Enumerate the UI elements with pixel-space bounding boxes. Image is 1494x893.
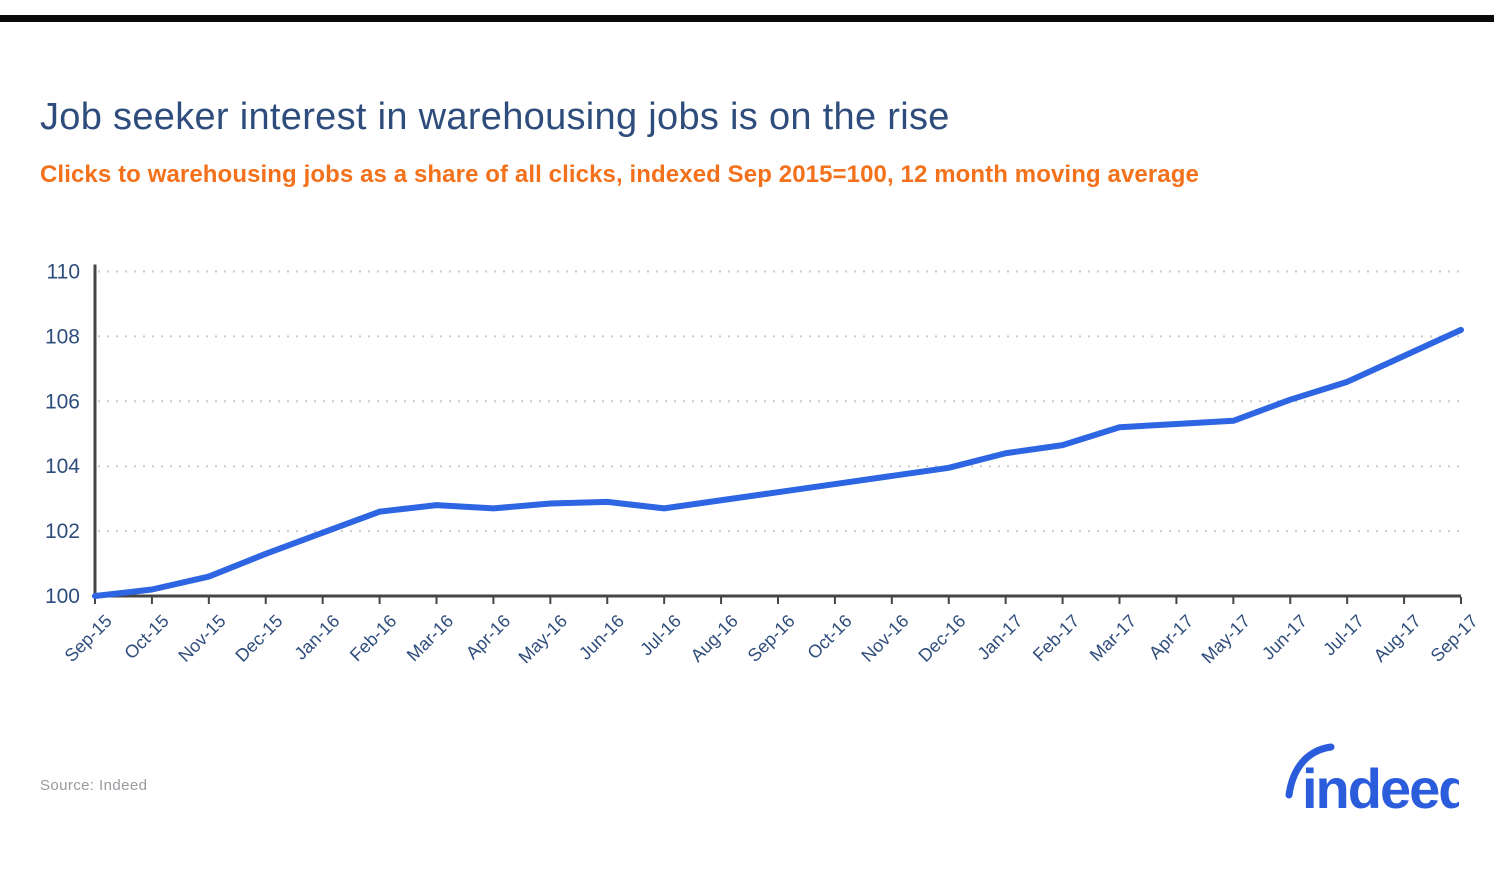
- series-line: [92, 326, 1464, 599]
- x-tick-label: Jun-16: [575, 611, 628, 664]
- y-tick-label: 108: [45, 325, 80, 348]
- y-axis-labels: 100 102 104 106 108 110: [45, 261, 80, 609]
- x-tick-label: Aug-16: [687, 611, 742, 666]
- x-tick-label: May-17: [1198, 611, 1255, 668]
- x-tick-label: May-16: [515, 611, 572, 668]
- logo-swoosh-icon: [1285, 743, 1335, 799]
- x-tick-label: Jan-17: [973, 611, 1026, 664]
- y-tick-label: 110: [47, 261, 80, 284]
- x-tick-label: Jan-16: [290, 611, 343, 664]
- x-tick-label: Feb-16: [346, 611, 400, 665]
- y-tick-label: 102: [45, 520, 80, 543]
- x-tick-label: Sep-17: [1427, 611, 1482, 666]
- x-tick-label: Dec-15: [231, 611, 286, 666]
- top-accent-bar: [0, 15, 1494, 22]
- source-note: Source: Indeed: [40, 777, 148, 794]
- indeed-logo-svg: indeed: [1285, 743, 1472, 820]
- x-tick-label: Sep-16: [744, 611, 799, 666]
- x-tick-label: Nov-15: [174, 611, 229, 666]
- page-title: Job seeker interest in warehousing jobs …: [40, 96, 950, 138]
- x-tick-label: Apr-17: [1145, 611, 1197, 663]
- x-tick-label: Nov-16: [857, 611, 912, 666]
- indeed-logo: indeed: [1283, 738, 1472, 820]
- gridlines: [98, 270, 1461, 533]
- x-tick-label: Apr-16: [462, 611, 514, 663]
- y-tick-label: 106: [45, 390, 80, 413]
- x-tick-label: Jun-17: [1258, 611, 1311, 664]
- logo-wordmark: indeed: [1302, 757, 1459, 818]
- page-subtitle: Clicks to warehousing jobs as a share of…: [40, 161, 1199, 188]
- x-tick-label: Mar-17: [1086, 611, 1140, 665]
- x-axis-labels: Sep-15 Oct-15 Nov-15 Dec-15 Jan-16 Feb-16 Mar-…: [61, 597, 1482, 667]
- x-tick-label: Sep-15: [61, 611, 116, 666]
- y-tick-label: 104: [45, 455, 80, 478]
- x-tick-label: Oct-16: [803, 611, 855, 663]
- axes: [93, 264, 1461, 598]
- y-tick-label: 100: [45, 585, 80, 608]
- x-tick-label: Feb-17: [1029, 611, 1083, 665]
- line-chart: 100 102 104 106 108 110 Sep-15 Oct-15 Nov-15 Dec-…: [0, 240, 1494, 700]
- x-tick-label: Jul-17: [1319, 611, 1368, 660]
- x-tick-label: Jul-16: [636, 611, 685, 660]
- x-tick-label: Oct-15: [120, 611, 172, 663]
- x-tick-label: Dec-16: [914, 611, 969, 666]
- x-tick-label: Aug-17: [1370, 611, 1425, 666]
- x-tick-label: Mar-16: [403, 611, 457, 665]
